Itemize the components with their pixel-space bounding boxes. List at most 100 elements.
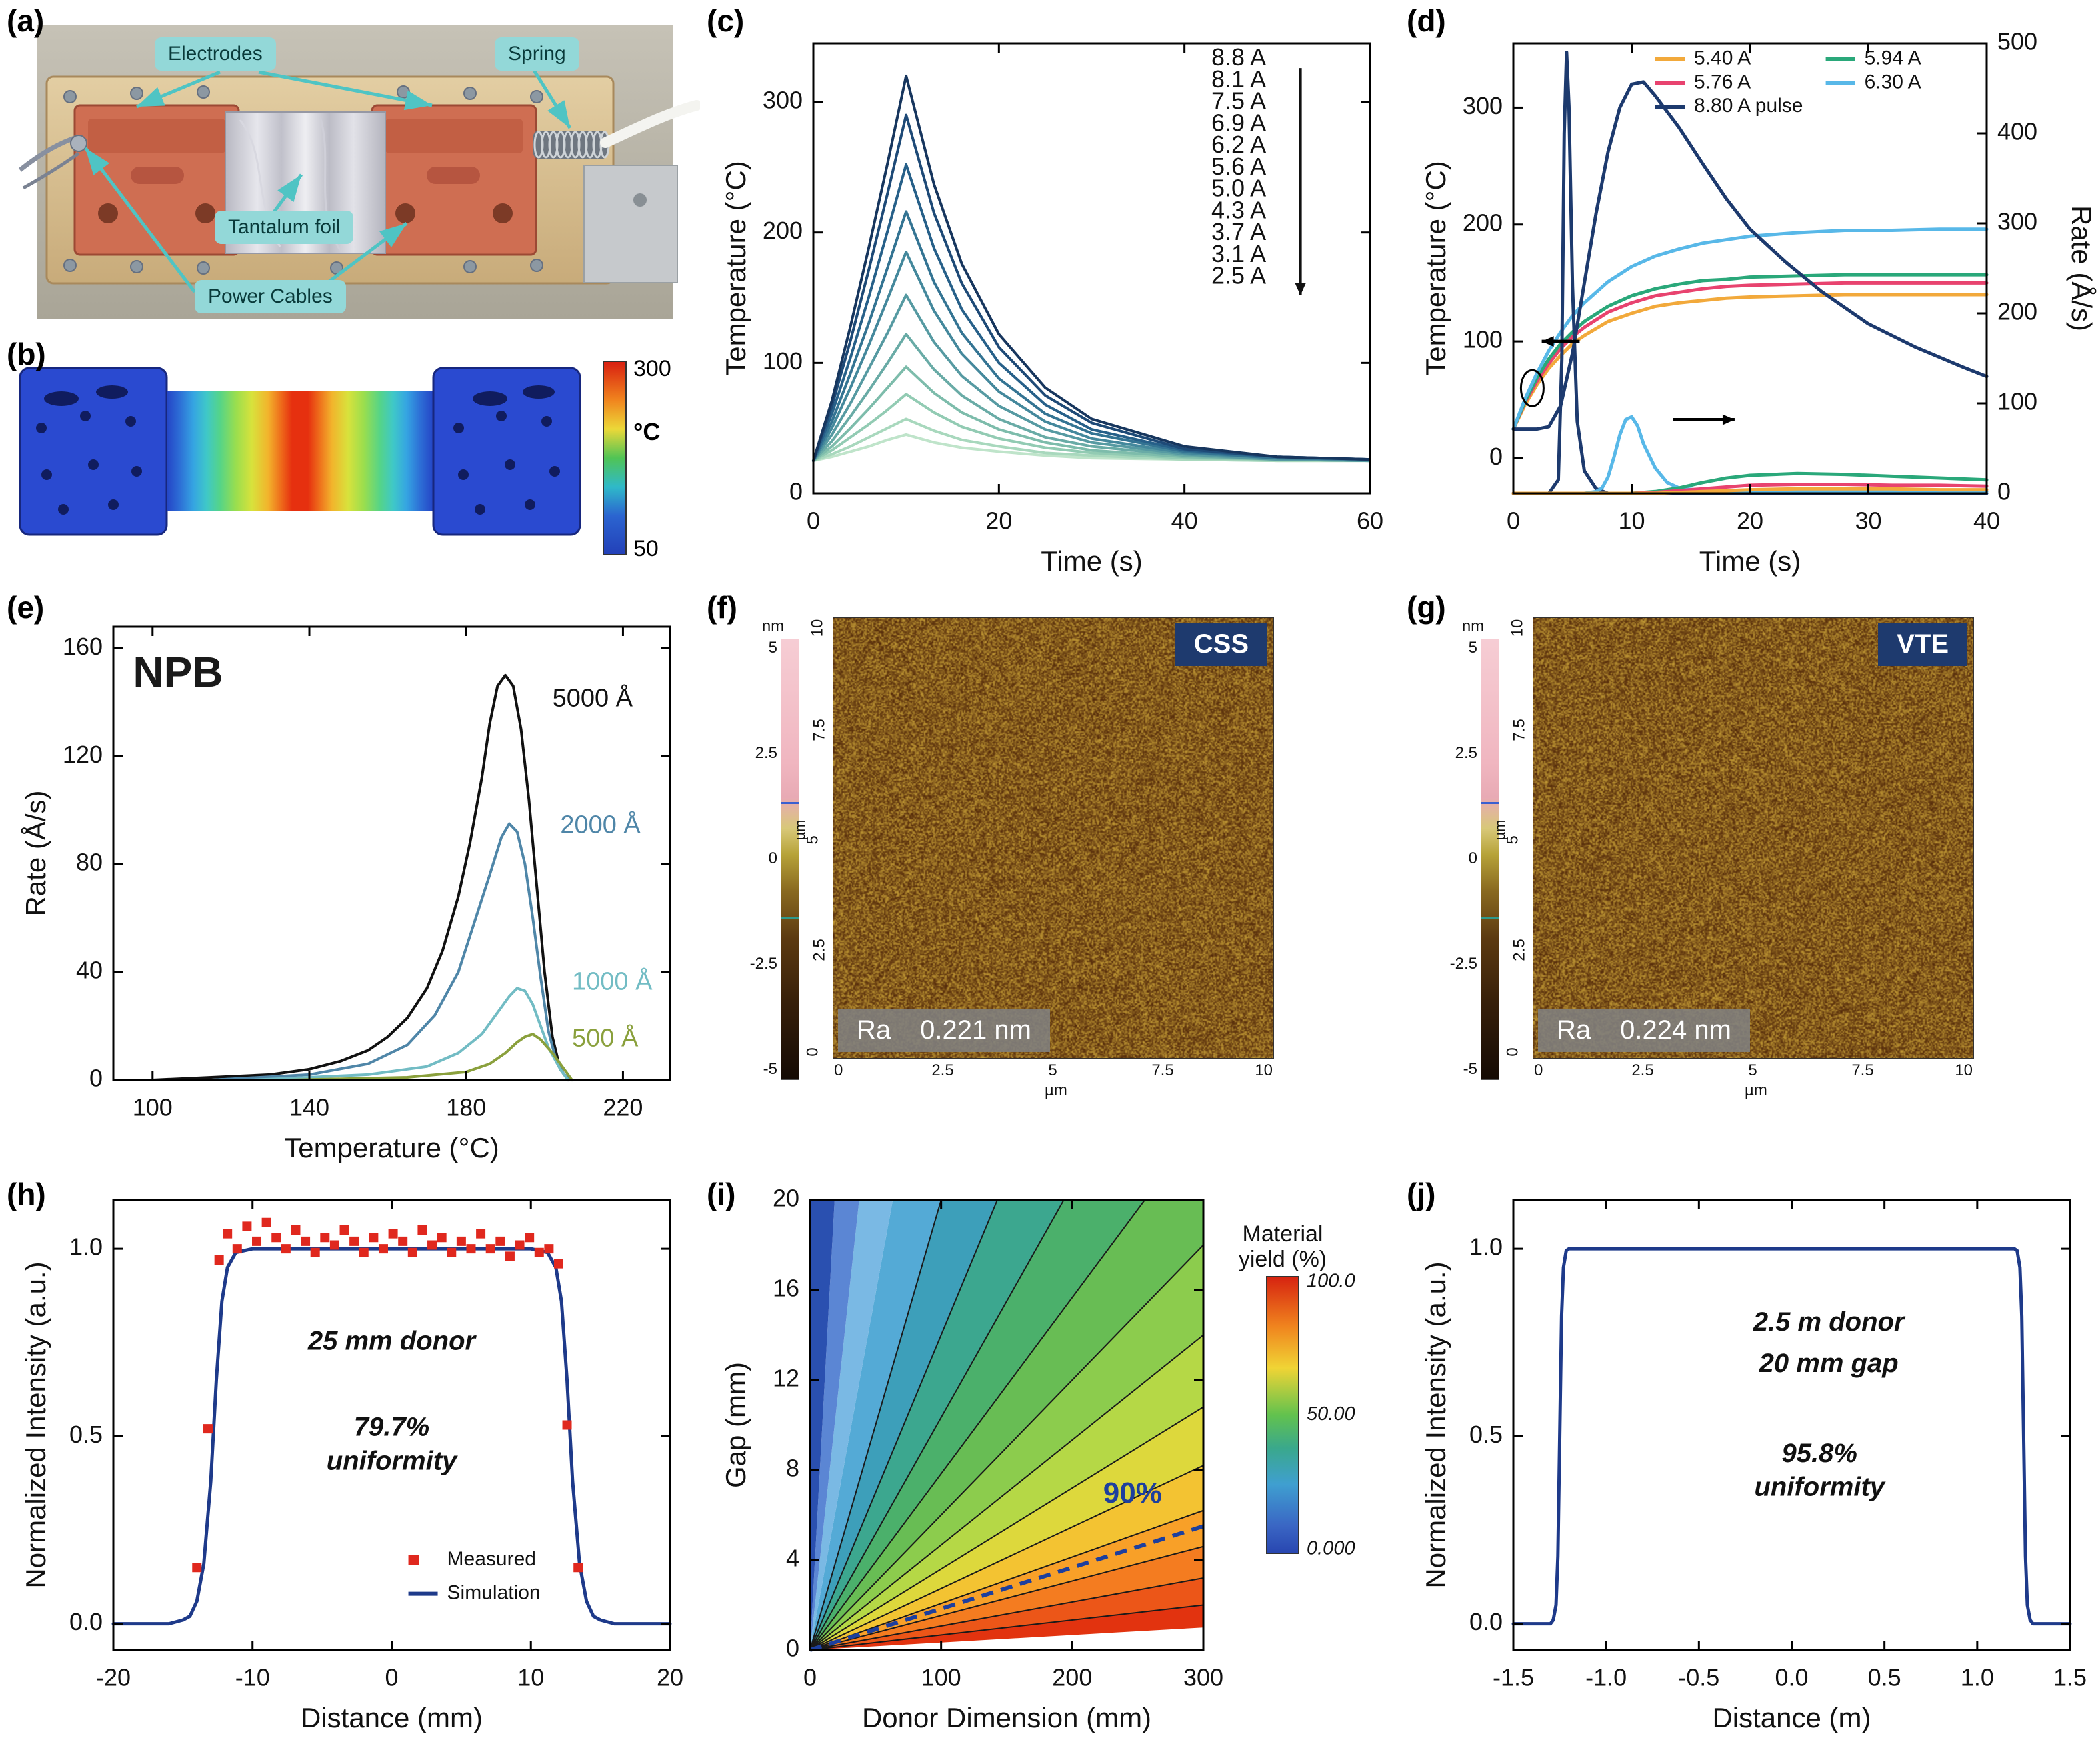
series-5.40-A-temp — [1511, 293, 1989, 431]
scatter-point — [417, 1225, 427, 1235]
cb-tick: -2.5 — [749, 955, 777, 973]
y-tick-label: 0.5 — [1469, 1421, 1503, 1448]
scatter-point — [437, 1233, 447, 1243]
y-tick-label: 0 — [789, 478, 803, 505]
afm-image-wrap: CSS Ra 0.221 nm 0 2.5 5 7.5 10 µm — [833, 617, 1274, 1099]
x-tick-label: 220 — [603, 1094, 643, 1121]
panel-tag-d: (d) — [1407, 3, 1446, 38]
panel-f: (f) nm 5 2.5 0 -2.5 -5 µm 10 7. — [700, 587, 1400, 1173]
x-tick-label: 30 — [1855, 507, 1881, 535]
y-tick-label: 4 — [786, 1545, 799, 1572]
colorbar-tick: 100.0 — [1307, 1271, 1355, 1292]
x-tick: 10 — [1255, 1061, 1273, 1079]
afm-y-axis: µm 10 7.5 5 2.5 0 — [792, 617, 831, 1057]
scatter-point — [378, 1244, 388, 1254]
chart-rate-vs-temperature-npb: 100 140 180 220 0 40 80 120 160 Temperature (°C) R… — [20, 625, 671, 1163]
x-tick-label: 0 — [1507, 507, 1520, 535]
x-tick-label: 20 — [985, 507, 1012, 535]
yield-region-top — [810, 1200, 835, 1650]
series-6.30-A-rate — [1511, 415, 1989, 495]
x-tick: 2.5 — [931, 1061, 954, 1079]
x-tick-label: -20 — [96, 1664, 131, 1691]
y-tick-label: 8 — [786, 1455, 799, 1482]
x-tick: 0 — [1534, 1061, 1543, 1079]
right-y-tick-label: 300 — [1997, 208, 2037, 235]
legend-label: Simulation — [447, 1582, 541, 1604]
plot-frame — [1512, 1199, 2071, 1651]
scatter-point — [359, 1247, 369, 1257]
arrow-head — [1541, 336, 1554, 347]
sim-colorbar-max: 300 — [633, 356, 671, 381]
annotation: 2.5 A — [1211, 262, 1266, 289]
arrow-head — [1722, 414, 1735, 425]
ra-key: Ra — [1557, 1015, 1591, 1045]
right-y-tick-label: 0 — [1997, 478, 2011, 505]
circle-annotation — [1519, 369, 1545, 407]
annotation: 3.7 A — [1211, 218, 1266, 245]
scatter-point — [339, 1225, 349, 1235]
annotation: 1000 Å — [572, 966, 653, 995]
chart-uniformity-2-5m: -1.5 -1.0 -0.5 0.0 0.5 1.0 1.5 0.0 0.5 1.0 Distanc… — [1420, 1199, 2087, 1733]
y-tick-label: 12 — [773, 1365, 799, 1392]
panel-h: (h) -20 -10 0 10 20 0.0 0.5 1.0 Distance (mm) Nor… — [0, 1173, 700, 1738]
y-tick: 0 — [803, 1047, 822, 1057]
scatter-point — [562, 1420, 572, 1430]
x-tick-label: -10 — [235, 1664, 270, 1691]
x-axis-label: Time (s) — [1699, 545, 1801, 577]
cb-tick: 0 — [1468, 849, 1477, 867]
x-tick: 5 — [1048, 1061, 1057, 1079]
y-tick: 2.5 — [810, 939, 829, 961]
x-tick-label: 180 — [446, 1094, 486, 1121]
scatter-point — [320, 1233, 330, 1243]
annotation: 5000 Å — [553, 683, 633, 712]
y-tick-label: 0 — [1489, 443, 1503, 470]
scatter-point — [261, 1217, 271, 1227]
y-tick-label: 120 — [63, 741, 103, 768]
metal-plate — [583, 165, 678, 283]
series-5.6-A — [812, 293, 1371, 463]
colorbar-tick: 0.000 — [1307, 1538, 1355, 1559]
scatter-point — [573, 1563, 583, 1573]
y-tick-label: 300 — [763, 87, 803, 114]
y-tick-label: 160 — [63, 633, 103, 660]
y-tick: 2.5 — [1510, 939, 1529, 961]
y-axis-label: Normalized Intensity (a.u.) — [20, 1261, 51, 1588]
annotation: 20 mm gap — [1759, 1349, 1899, 1378]
scatter-point — [495, 1236, 505, 1246]
y-tick: 10 — [1508, 619, 1527, 637]
scatter-point — [447, 1247, 457, 1257]
afm-vte: nm 5 2.5 0 -2.5 -5 µm 10 7.5 5 2.5 — [1447, 617, 1974, 1099]
y-axis-label: Temperature (°C) — [1420, 161, 1451, 376]
x-tick-label: 0 — [385, 1664, 398, 1691]
colorbar-title-1: Material — [1243, 1221, 1323, 1247]
legend-label: 5.40 A — [1694, 47, 1751, 69]
scatter-point — [271, 1233, 281, 1243]
scatter-point — [398, 1236, 408, 1246]
x-tick-label: -1.0 — [1585, 1664, 1627, 1691]
cb-tick: 2.5 — [755, 744, 777, 762]
electrode-right-detail — [385, 119, 523, 153]
y-tick-label: 20 — [773, 1185, 799, 1212]
cb-tick: 5 — [768, 639, 777, 657]
colorbar-title-2: yield (%) — [1239, 1247, 1327, 1272]
contour-line — [809, 1577, 1204, 1651]
thermal-simulation: 300 °C 50 — [19, 356, 671, 561]
afm-image-vte — [1533, 617, 1974, 1059]
cb-tick: 0 — [768, 849, 777, 867]
scatter-point — [301, 1236, 311, 1246]
afm-image-css — [833, 617, 1274, 1059]
annotation: 25 mm donor — [307, 1326, 477, 1355]
yield-colorbar — [1266, 1276, 1299, 1554]
afm-colorbar-ticks: 5 2.5 0 -2.5 -5 — [1447, 639, 1477, 1079]
x-tick: 0 — [834, 1061, 843, 1079]
contour-line — [809, 1199, 942, 1651]
cb-tick: -2.5 — [1449, 955, 1477, 973]
x-tick-label: 140 — [289, 1094, 329, 1121]
scatter-point — [427, 1240, 437, 1250]
panel-tag-c: (c) — [707, 3, 745, 38]
x-tick-label: 200 — [1052, 1664, 1092, 1691]
series-Simulation — [111, 1247, 672, 1626]
series-500-A — [288, 1033, 573, 1081]
y-tick-label: 200 — [1463, 209, 1503, 236]
